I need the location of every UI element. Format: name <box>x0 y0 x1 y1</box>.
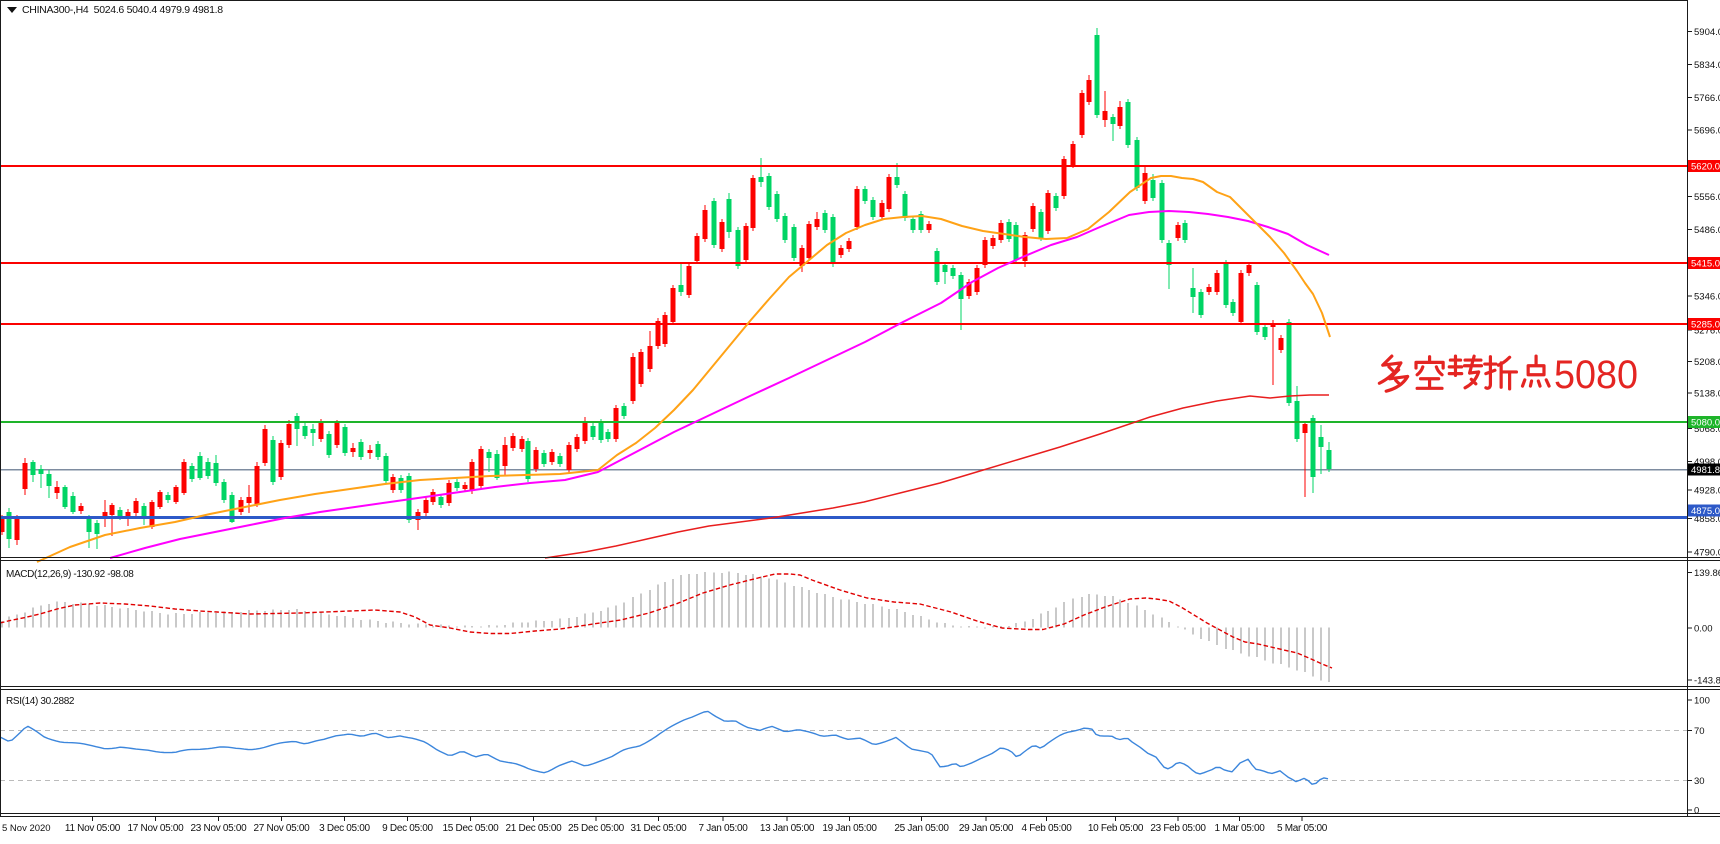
svg-text:RSI(14) 30.2882: RSI(14) 30.2882 <box>6 696 75 707</box>
svg-text:27 Nov 05:00: 27 Nov 05:00 <box>254 823 311 834</box>
svg-text:4981.8: 4981.8 <box>1691 465 1720 476</box>
svg-text:9 Dec 05:00: 9 Dec 05:00 <box>382 823 433 834</box>
svg-text:0.00: 0.00 <box>1694 623 1713 634</box>
svg-text:31 Dec 05:00: 31 Dec 05:00 <box>631 823 688 834</box>
svg-text:100: 100 <box>1694 695 1710 706</box>
svg-text:5285.0: 5285.0 <box>1691 320 1720 331</box>
svg-text:23 Nov 05:00: 23 Nov 05:00 <box>191 823 248 834</box>
svg-text:13 Jan 05:00: 13 Jan 05:00 <box>760 823 815 834</box>
svg-text:5346.0: 5346.0 <box>1694 292 1720 303</box>
svg-text:7 Jan 05:00: 7 Jan 05:00 <box>699 823 749 834</box>
svg-text:139.86: 139.86 <box>1694 568 1720 579</box>
svg-text:5276.0: 5276.0 <box>1694 326 1720 337</box>
svg-text:0: 0 <box>1694 805 1699 816</box>
svg-text:29 Jan 05:00: 29 Jan 05:00 <box>959 823 1014 834</box>
svg-text:5834.0: 5834.0 <box>1694 60 1720 71</box>
svg-text:5415.0: 5415.0 <box>1691 259 1720 270</box>
svg-text:3 Dec 05:00: 3 Dec 05:00 <box>319 823 370 834</box>
svg-text:5080: 5080 <box>1554 353 1638 397</box>
svg-text:11 Nov 05:00: 11 Nov 05:00 <box>65 823 121 834</box>
svg-text:21 Dec 05:00: 21 Dec 05:00 <box>506 823 563 834</box>
svg-text:4790.0: 4790.0 <box>1694 548 1720 559</box>
svg-text:25 Jan 05:00: 25 Jan 05:00 <box>894 823 949 834</box>
svg-text:19 Jan 05:00: 19 Jan 05:00 <box>822 823 877 834</box>
svg-text:-143.82: -143.82 <box>1694 676 1720 687</box>
svg-text:5486.0: 5486.0 <box>1694 225 1720 236</box>
svg-text:4858.0: 4858.0 <box>1694 514 1720 525</box>
svg-text:4928.0: 4928.0 <box>1694 486 1720 497</box>
svg-text:5080.0: 5080.0 <box>1691 418 1720 429</box>
svg-text:30: 30 <box>1694 776 1705 787</box>
svg-text:5904.0: 5904.0 <box>1694 27 1720 38</box>
svg-text:1 Mar 05:00: 1 Mar 05:00 <box>1214 823 1265 834</box>
svg-text:70: 70 <box>1694 726 1705 737</box>
svg-text:17 Nov 05:00: 17 Nov 05:00 <box>128 823 185 834</box>
svg-text:5620.0: 5620.0 <box>1691 162 1720 173</box>
svg-text:5 Nov 2020: 5 Nov 2020 <box>2 823 51 834</box>
svg-text:MACD(12,26,9) -130.92 -98.08: MACD(12,26,9) -130.92 -98.08 <box>6 569 134 580</box>
svg-text:5556.0: 5556.0 <box>1694 192 1720 203</box>
svg-text:5696.0: 5696.0 <box>1694 126 1720 137</box>
svg-text:4875.0: 4875.0 <box>1691 506 1720 517</box>
svg-text:23 Feb 05:00: 23 Feb 05:00 <box>1150 823 1206 834</box>
svg-text:5766.0: 5766.0 <box>1694 93 1720 104</box>
svg-text:4 Feb 05:00: 4 Feb 05:00 <box>1021 823 1072 834</box>
svg-text:25 Dec 05:00: 25 Dec 05:00 <box>568 823 625 834</box>
svg-text:4998.0: 4998.0 <box>1694 457 1720 468</box>
svg-text:5208.0: 5208.0 <box>1694 357 1720 368</box>
svg-text:5138.0: 5138.0 <box>1694 388 1720 399</box>
svg-text:15 Dec 05:00: 15 Dec 05:00 <box>443 823 500 834</box>
svg-text:CHINA300-,H4 5024.6 5040.4 49: CHINA300-,H4 5024.6 5040.4 4979.9 4981.8 <box>22 4 223 16</box>
svg-text:10 Feb 05:00: 10 Feb 05:00 <box>1088 823 1144 834</box>
svg-text:5068.0: 5068.0 <box>1694 424 1720 435</box>
svg-text:5 Mar 05:00: 5 Mar 05:00 <box>1277 823 1328 834</box>
